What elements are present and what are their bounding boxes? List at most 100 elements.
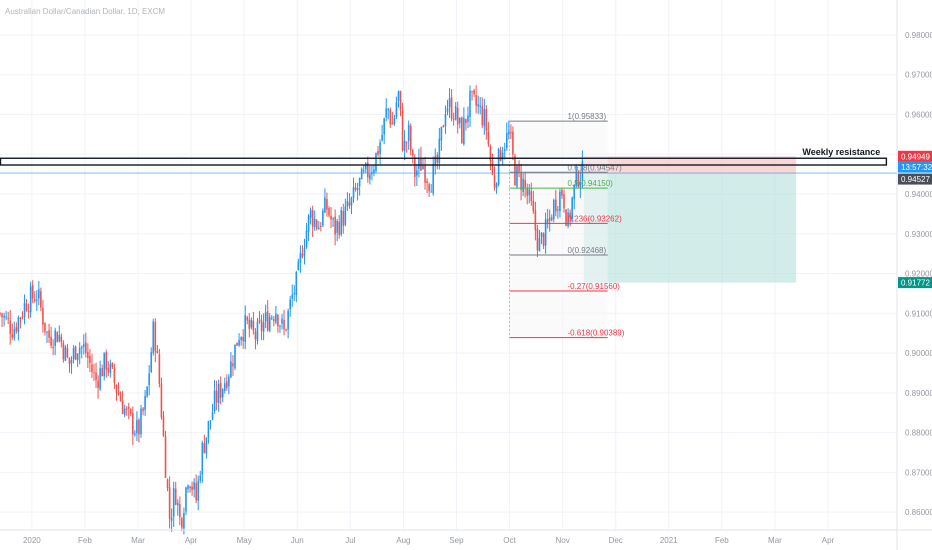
candle-body	[150, 352, 153, 373]
candle-body	[550, 217, 553, 221]
candle-body	[348, 202, 351, 206]
resistance-layer: Weekly resistance	[0, 147, 888, 166]
candle-body	[74, 346, 77, 360]
chart-title: Australian Dollar/Canadian Dollar, 1D, E…	[5, 7, 165, 16]
candle-body	[25, 304, 28, 311]
candle-body	[95, 372, 97, 380]
candle-body	[207, 421, 210, 439]
candle-body	[367, 162, 369, 178]
candle-body	[176, 502, 179, 506]
candle-body	[452, 118, 455, 120]
candle-body	[497, 148, 500, 185]
candle-body	[315, 220, 318, 229]
fibonacci-layer: 1(0.95833) 0.618(0.94547) 0.5(0.94150) 0.23…	[509, 112, 625, 339]
price-badge-label: 0.94527	[901, 175, 930, 184]
candle-body	[7, 317, 9, 319]
candle-body	[127, 407, 130, 409]
candle-body	[148, 373, 150, 386]
candle-body	[561, 190, 563, 196]
candle-body	[158, 354, 161, 385]
y-tick-label: 0.98000	[905, 31, 932, 40]
candle-body	[134, 433, 136, 435]
candle-body	[458, 117, 461, 124]
take-profit-zone[interactable]	[583, 173, 797, 283]
candle-body	[142, 408, 144, 411]
candle-body	[391, 122, 394, 125]
candle-body	[403, 140, 406, 151]
candle-body	[395, 102, 398, 118]
candle-body	[185, 487, 187, 512]
candle-body	[121, 400, 124, 414]
candle-body	[485, 109, 488, 131]
candle-body	[544, 219, 547, 246]
candle-body	[548, 217, 551, 221]
candle-body	[317, 227, 320, 230]
candle-body	[499, 150, 502, 161]
candle-body	[256, 321, 259, 342]
candle-body	[9, 320, 12, 334]
candle-body	[448, 98, 451, 108]
candle-body	[138, 419, 140, 435]
candle-body	[46, 331, 48, 333]
candle-body	[375, 152, 377, 171]
candle-body	[13, 329, 16, 338]
candle-body	[82, 344, 85, 347]
candle-body	[152, 321, 155, 353]
candle-body	[125, 408, 128, 410]
y-tick-label: 0.88000	[905, 429, 932, 438]
candle-body	[573, 184, 576, 200]
candle-body	[58, 334, 61, 341]
candle-body	[105, 352, 108, 370]
candle-body	[232, 363, 234, 367]
weekly-resistance-label: Weekly resistance	[802, 147, 880, 157]
candle-body	[223, 383, 226, 391]
candle-body	[93, 372, 95, 374]
candle-body	[209, 420, 212, 422]
candle-body	[530, 191, 533, 202]
candle-body	[35, 299, 38, 301]
candle-body	[270, 317, 273, 319]
candle-body	[246, 317, 249, 321]
candle-body	[332, 218, 334, 220]
candle-body	[477, 104, 479, 107]
candle-body	[111, 363, 114, 368]
price-badge	[898, 277, 932, 289]
candle-body	[19, 317, 22, 319]
x-tick-label: Nov	[555, 536, 569, 545]
candle-body	[21, 316, 24, 318]
candle-body	[307, 215, 310, 232]
candle-body	[23, 302, 26, 318]
candle-body	[193, 482, 195, 490]
candle-body	[334, 216, 336, 235]
candle-body	[401, 110, 404, 151]
candle-body	[109, 363, 112, 373]
candle-body	[201, 442, 204, 475]
candle-body	[213, 390, 216, 412]
candle-body	[174, 488, 177, 505]
candle-body	[465, 118, 467, 124]
candle-body	[27, 311, 30, 313]
candle-body	[295, 271, 298, 296]
candle-body	[238, 340, 240, 346]
candle-body	[299, 252, 302, 263]
candle-body	[354, 187, 357, 190]
candle-body	[154, 322, 157, 352]
weekly-resistance-box[interactable]	[0, 157, 888, 166]
candle-body	[289, 299, 291, 310]
candle-body	[211, 412, 214, 420]
candle-body	[80, 346, 83, 349]
candle-body	[219, 382, 222, 398]
candle-body	[166, 479, 169, 488]
candle-body	[68, 357, 71, 365]
candle-body	[85, 342, 87, 353]
candles-layer	[0, 85, 897, 535]
candle-body	[236, 342, 238, 346]
candle-body	[438, 138, 441, 164]
x-tick-label: Apr	[185, 536, 198, 545]
fib-level-label: 0.618(0.94547)	[567, 163, 622, 172]
candle-body	[199, 475, 202, 481]
candle-body	[50, 336, 52, 346]
candle-body	[62, 342, 65, 360]
